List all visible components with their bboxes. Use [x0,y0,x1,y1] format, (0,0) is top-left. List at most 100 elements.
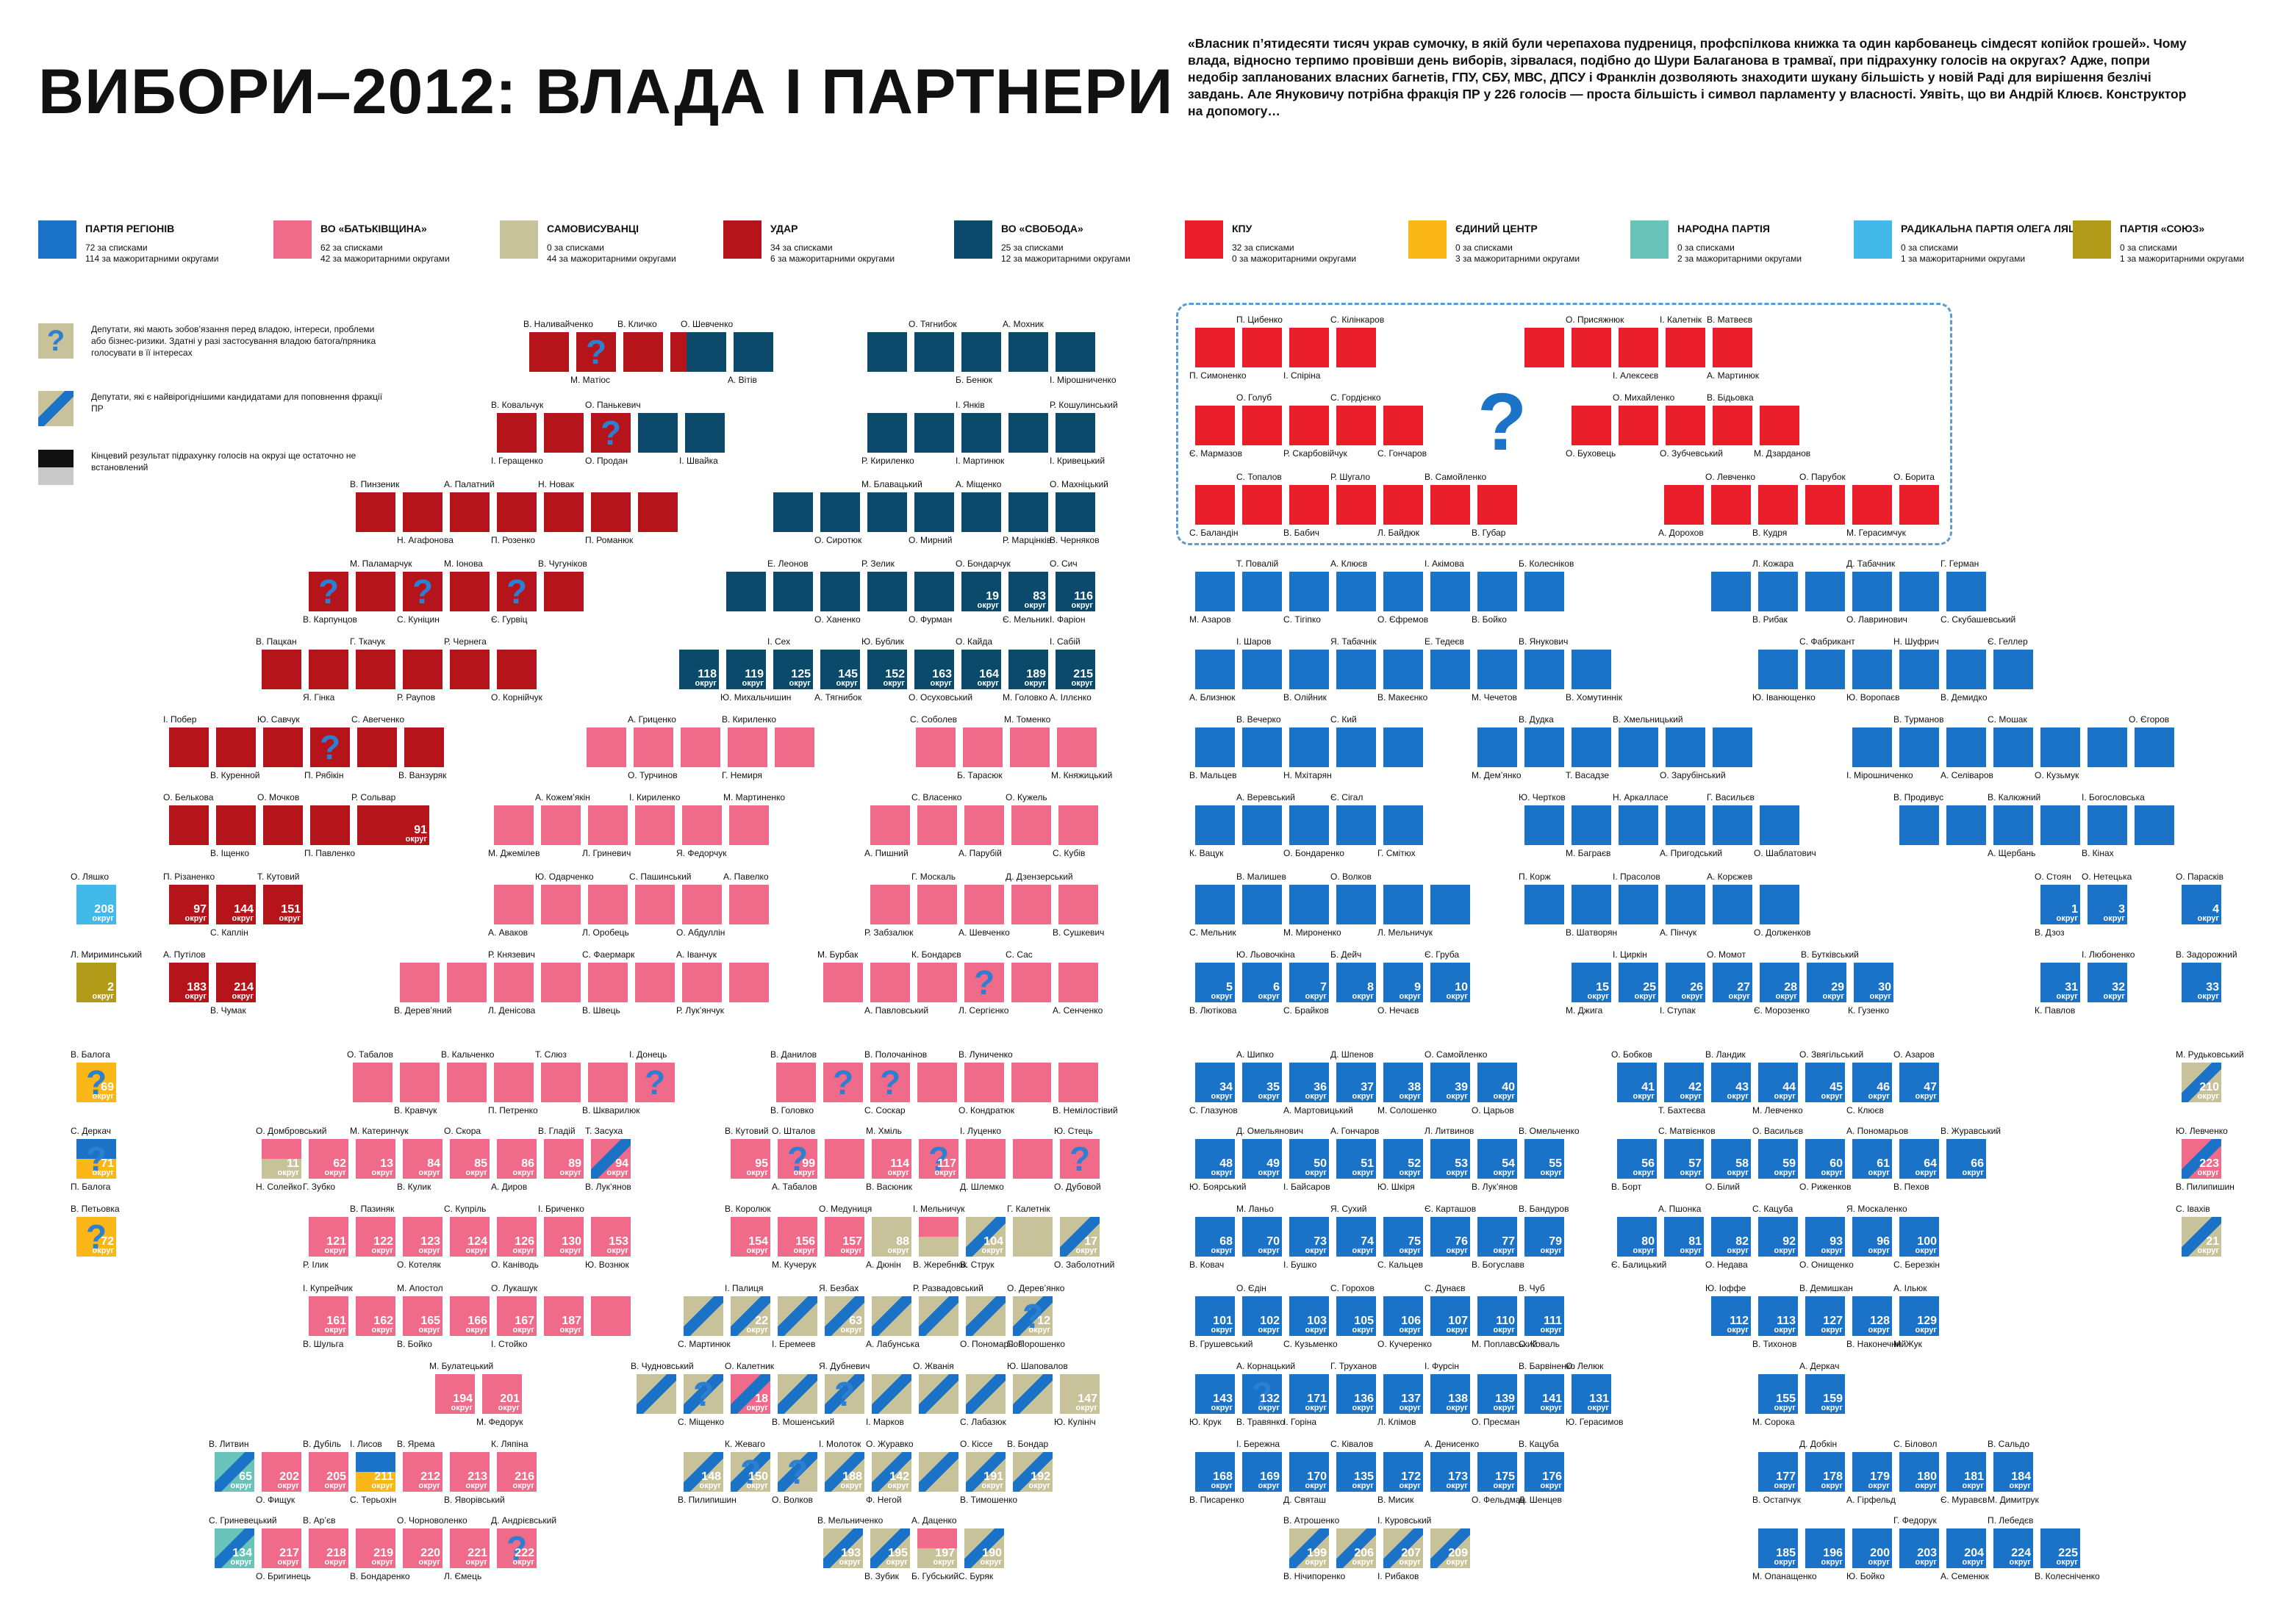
deputy-name: А. Гончаров [1330,1126,1380,1136]
deputy-seat [588,963,628,1002]
okrug-number: 107 [1448,1315,1468,1327]
deputy-seat [1383,727,1423,767]
deputy-name: Д. Добкін [1799,1439,1838,1449]
deputy-seat [728,727,767,767]
deputy-seat [634,727,673,767]
deputy-name: О. Царьов [1472,1105,1514,1115]
okrug-label: округ [92,1168,115,1177]
deputy-name: Л. Оробець [582,927,629,938]
okrug-number: 33 [2206,981,2219,994]
okrug-number: 214 [234,981,254,994]
deputy-seat [1008,492,1048,532]
deputy-seat [1713,406,1752,445]
question-icon: ? [318,572,340,611]
deputy-seat: 225 округ [2040,1528,2080,1568]
okrug-label: округ [371,1326,394,1334]
deputy-name: О. Присяжнюк [1566,315,1624,325]
deputy-seat [587,727,626,767]
deputy-name: О. Сич [1050,558,1078,569]
okrug-label: округ [1540,1246,1563,1255]
deputy-name: Є. Мармазов [1189,448,1242,459]
deputy-seat [263,727,303,767]
okrug-label: округ [2197,914,2220,923]
okrug-label: округ [1305,1481,1327,1490]
deputy-name: Р. Чернега [444,636,487,647]
okrug-label: округ [1305,1246,1327,1255]
deputy-seat [1242,727,1282,767]
deputy-name: А. Гірфельд [1846,1495,1896,1505]
okrug-number: 79 [1549,1235,1562,1248]
legend-swatch [723,220,761,259]
deputy-name: Ю. Шаповалов [1007,1361,1068,1371]
legend-name: Радикальна партія Олега Ляшка [1901,223,2093,234]
deputy-name: В. Ар’єв [303,1515,336,1526]
deputy-seat: 187 округ [544,1296,584,1336]
deputy-name: О. Лелюк [1566,1361,1604,1371]
deputy-seat: 125 округ [773,650,813,689]
okrug-number: 99 [802,1157,815,1170]
deputy-name: М. Дзарданов [1754,448,1811,459]
deputy-name: О. Бригинець [256,1571,311,1581]
legend-swatch [38,220,76,259]
okrug-number: 26 [1690,981,1703,994]
question-icon: ? [412,572,434,611]
deputy-name: О. Ляшко [71,872,110,882]
deputy-name: О. Бондаренко [1283,848,1344,858]
legend-name: Єдиний центр [1455,223,1538,234]
deputy-name: В. Рибак [1752,614,1788,625]
deputy-name: В. Жеребнюк [913,1260,967,1270]
deputy-seat: 214 округ [216,963,256,1002]
deputy-name: Р. Скарбовійчук [1283,448,1347,459]
deputy-seat: ? [825,1374,864,1414]
deputy-name: С. Брайков [1283,1005,1329,1016]
deputy-name: М. Федорук [476,1417,523,1427]
deputy-name: С. Дунаєв [1425,1283,1466,1293]
deputy-seat [450,572,490,611]
okrug-number: 224 [2011,1547,2031,1559]
deputy-seat: 54 округ [1477,1139,1517,1179]
deputy-seat: 52 округ [1383,1139,1423,1179]
legend-swatch [954,220,992,259]
deputy-seat: 81 округ [1664,1217,1704,1257]
deputy-name: Р. Марцінків [1003,535,1052,545]
deputy-seat [1336,572,1376,611]
okrug-label: округ [1540,1404,1563,1412]
okrug-label: округ [1352,1092,1375,1101]
okrug-label: округ [1681,992,1704,1001]
okrug-number: 148 [701,1470,721,1483]
okrug-label: округ [1915,1246,1938,1255]
deputy-name: В. Дудка [1519,714,1554,725]
okrug-label: округ [1774,1481,1796,1490]
okrug-label: округ [793,1246,816,1255]
deputy-seat [1993,727,2033,767]
deputy-name: А. Тягнибок [814,692,862,703]
okrug-label: округ [1493,1326,1516,1334]
deputy-seat [1619,406,1658,445]
deputy-seat [1713,727,1752,767]
okrug-number: 128 [1870,1315,1890,1327]
deputy-seat: 86 округ [497,1139,537,1179]
deputy-name: С. Березкін [1893,1260,1940,1270]
deputy-seat: 58 округ [1711,1139,1751,1179]
deputy-seat [1011,885,1051,924]
deputy-seat [919,1296,958,1336]
deputy-name: В. Струк [960,1260,995,1270]
deputy-seat [1242,406,1282,445]
deputy-seat: 56 округ [1617,1139,1657,1179]
okrug-label: округ [1493,1481,1516,1490]
deputy-seat: 151 округ [263,885,303,924]
okrug-number: 168 [1213,1470,1233,1483]
deputy-seat [1760,885,1799,924]
deputy-seat: 154 округ [731,1217,770,1257]
deputy-seat: 136 округ [1336,1374,1376,1414]
okrug-number: 46 [1877,1081,1890,1093]
okrug-label: округ [1352,1481,1375,1490]
okrug-label: округ [1446,992,1469,1001]
okrug-label: округ [232,914,254,923]
deputy-seat: 199 округ [1289,1528,1329,1568]
question-icon: ? [1022,1297,1044,1335]
deputy-seat [1195,650,1235,689]
okrug-number: 6 [1273,981,1280,994]
okrug-label: округ [1915,1092,1938,1101]
deputy-seat [1805,485,1845,525]
